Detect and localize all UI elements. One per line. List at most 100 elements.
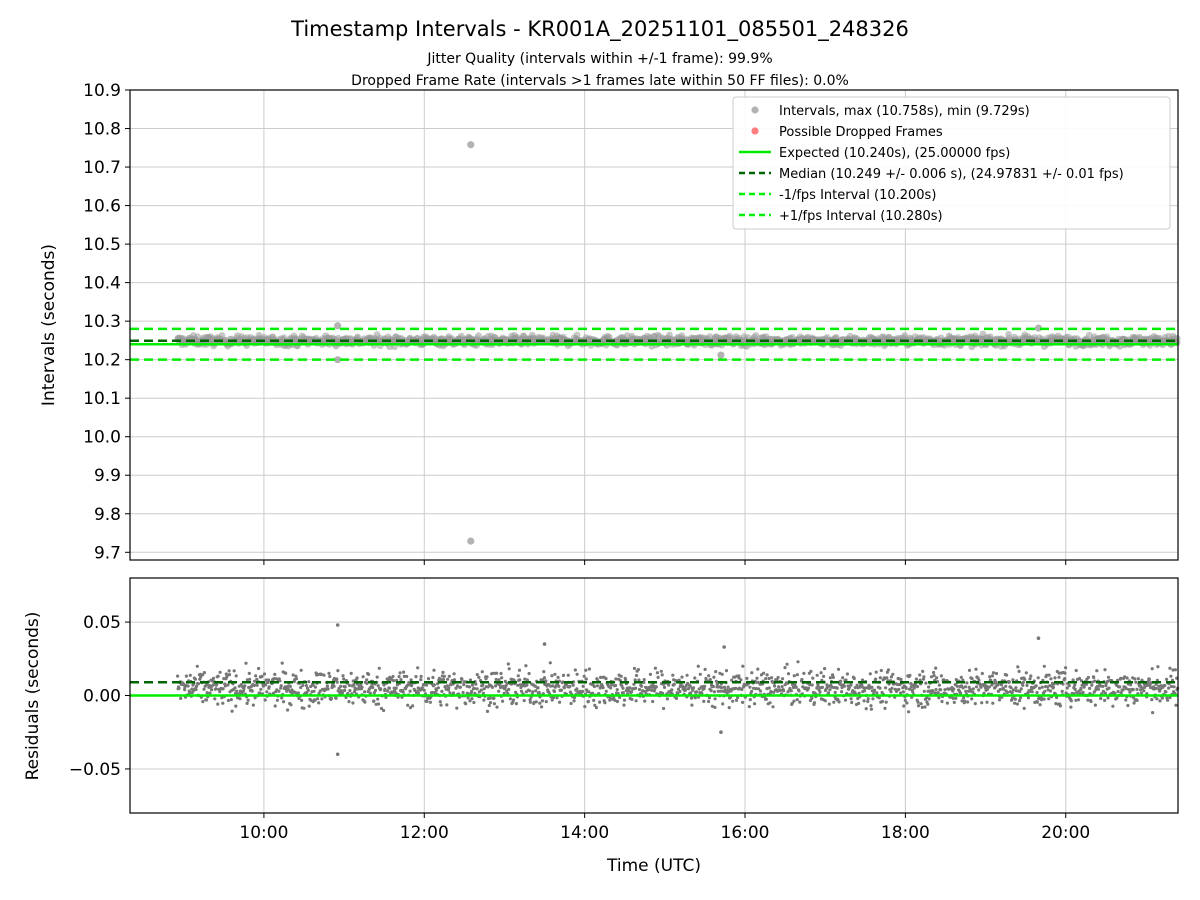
residual-point <box>908 673 912 678</box>
residual-point <box>719 686 724 690</box>
residual-point <box>1148 685 1153 690</box>
residual-point <box>302 706 306 710</box>
residual-point <box>615 688 619 692</box>
interval-point <box>194 333 202 341</box>
residual-point <box>392 679 396 683</box>
residual-point <box>352 683 356 687</box>
residual-point <box>398 671 402 675</box>
residual-point <box>481 691 485 695</box>
residual-point <box>991 671 996 675</box>
residual-point <box>1013 701 1017 705</box>
residual-point <box>920 705 924 710</box>
residual-point <box>907 710 911 714</box>
intervals-y-tick-label: 9.8 <box>94 505 121 525</box>
residual-point <box>640 684 644 688</box>
residual-point <box>494 677 498 682</box>
residual-point <box>891 672 895 676</box>
residual-point <box>226 683 230 687</box>
residual-point <box>286 708 290 712</box>
residual-point <box>693 696 697 700</box>
residual-point <box>368 691 372 695</box>
intervals-y-ticks: 9.7 9.8 9.9 10.0 10.1 10.2 10.3 10.4 10.5 10.6 10.… <box>83 81 130 563</box>
residual-point <box>875 691 879 695</box>
residual-point <box>901 690 906 694</box>
residual-point <box>839 679 843 683</box>
residual-point <box>495 671 499 675</box>
residual-point <box>334 696 338 700</box>
residual-point <box>562 686 567 690</box>
residual-point <box>528 700 533 704</box>
chart-subtitle-jitter: Jitter Quality (intervals within +/-1 fr… <box>426 51 772 67</box>
residual-point <box>608 698 612 702</box>
residual-point <box>926 702 930 706</box>
residual-point <box>1166 698 1170 702</box>
residual-point <box>523 677 527 681</box>
residual-point <box>351 701 355 705</box>
residual-point <box>1174 703 1178 707</box>
residual-point <box>862 699 866 703</box>
residual-point <box>621 691 626 695</box>
legend-entries: Intervals, max (10.758s), min (9.729s) Po… <box>739 104 1124 224</box>
residual-point <box>655 671 660 675</box>
residual-point <box>1124 687 1128 691</box>
residual-point <box>598 700 602 704</box>
residual-point <box>1025 683 1029 688</box>
residual-point <box>680 675 684 679</box>
residual-point <box>836 697 840 702</box>
residual-point <box>179 696 183 701</box>
residual-point <box>468 678 473 682</box>
residual-point <box>507 667 511 671</box>
residual-point <box>232 669 236 673</box>
residual-point <box>904 686 908 691</box>
residual-point <box>1016 665 1020 669</box>
residual-point <box>902 704 906 708</box>
residual-point <box>365 678 369 682</box>
residual-point <box>443 685 447 689</box>
residual-point <box>971 690 975 694</box>
residual-point <box>544 679 548 683</box>
residual-point <box>445 703 449 707</box>
residual-point <box>1115 696 1119 700</box>
residual-point <box>410 684 414 688</box>
residual-point <box>197 682 201 686</box>
residual-point <box>831 673 835 677</box>
residual-point <box>245 701 249 706</box>
residual-point <box>671 673 675 677</box>
residual-point <box>1082 685 1086 689</box>
residual-point <box>874 670 878 674</box>
residual-point <box>741 664 745 668</box>
residual-point <box>1118 685 1122 689</box>
residual-point <box>874 677 878 681</box>
residual-point <box>721 702 725 706</box>
residual-point <box>528 698 532 702</box>
residual-point <box>264 683 268 687</box>
residual-point <box>571 683 575 687</box>
residual-point <box>299 685 303 690</box>
residual-point <box>726 685 730 689</box>
residual-point <box>823 667 827 671</box>
residual-point <box>382 708 386 713</box>
residual-point <box>432 683 436 687</box>
residual-point <box>1042 697 1046 701</box>
residual-point <box>872 688 877 692</box>
residual-point <box>1011 688 1016 692</box>
residual-point <box>695 690 699 694</box>
residual-point <box>1076 698 1081 702</box>
residual-point <box>716 689 720 693</box>
residual-point <box>216 702 220 706</box>
intervals-axes-frame <box>129 89 1179 561</box>
x-tick-label: 12:00 <box>400 823 449 843</box>
residual-point <box>903 698 907 703</box>
residual-point <box>1069 705 1073 709</box>
residual-point <box>642 678 646 682</box>
residual-point <box>934 688 938 692</box>
residual-point <box>1045 673 1049 677</box>
residual-point <box>1147 677 1151 682</box>
residual-point <box>1058 704 1062 708</box>
intervals-y-axis-label: Intervals (seconds) <box>39 244 59 406</box>
residual-point <box>260 674 264 678</box>
residual-point <box>328 674 332 679</box>
residual-point <box>434 688 438 693</box>
residual-point <box>1038 703 1042 707</box>
residual-point <box>800 677 804 682</box>
